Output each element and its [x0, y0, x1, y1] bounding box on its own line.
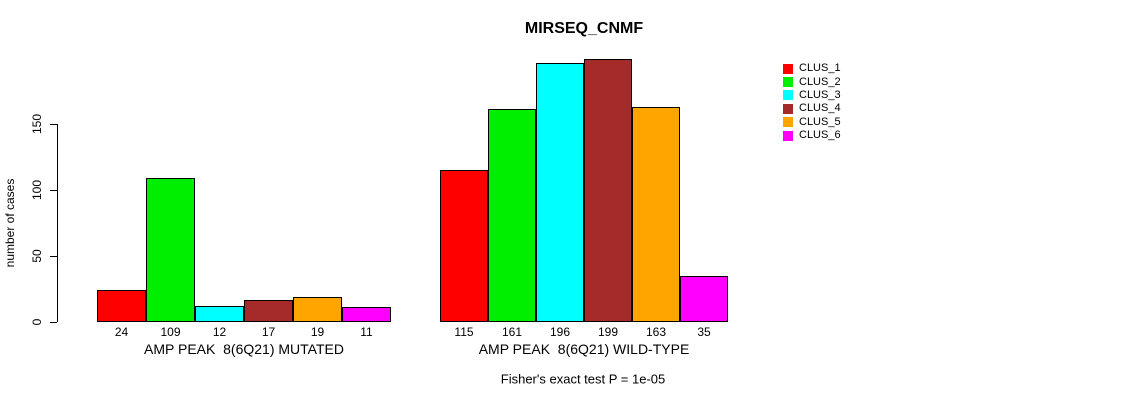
bar-value-label: 161 — [501, 325, 523, 339]
bar — [632, 107, 680, 322]
bar — [244, 300, 293, 322]
legend-label: CLUS_6 — [799, 129, 841, 142]
bar — [195, 306, 244, 322]
y-axis-line — [57, 124, 58, 322]
legend-item: CLUS_1 — [783, 62, 841, 75]
bar-value-label: 17 — [261, 325, 276, 339]
legend-item: CLUS_2 — [783, 75, 841, 88]
bar-value-label: 199 — [597, 325, 619, 339]
y-tick — [50, 322, 57, 323]
bar-value-label: 196 — [549, 325, 571, 339]
bar — [584, 59, 632, 322]
legend-swatch — [783, 90, 793, 101]
chart-title: MIRSEQ_CNMF — [524, 20, 644, 37]
bar — [293, 297, 342, 322]
legend-swatch — [783, 103, 793, 114]
legend-item: CLUS_5 — [783, 116, 841, 129]
y-tick — [50, 190, 57, 191]
legend-label: CLUS_5 — [799, 115, 841, 128]
y-tick-label: 50 — [30, 249, 44, 263]
legend-swatch — [783, 117, 793, 128]
y-tick-label: 0 — [30, 318, 44, 326]
legend-label: CLUS_1 — [799, 62, 841, 75]
bar — [97, 290, 146, 322]
legend-swatch — [783, 63, 793, 74]
bar — [680, 276, 728, 322]
legend-label: CLUS_2 — [799, 75, 841, 88]
bar-value-label: 24 — [114, 325, 129, 339]
y-tick-label: 150 — [30, 113, 44, 135]
legend-label: CLUS_4 — [799, 102, 841, 115]
group-label: AMP PEAK 8(6Q21) MUTATED — [144, 341, 344, 357]
bar-value-label: 163 — [645, 325, 667, 339]
fisher-test-annotation: Fisher's exact test P = 1e-05 — [500, 371, 666, 387]
bar-value-label: 11 — [360, 325, 373, 339]
bar — [488, 109, 536, 322]
group-label: AMP PEAK 8(6Q21) WILD-TYPE — [478, 341, 690, 357]
bar — [146, 178, 195, 322]
legend-swatch — [783, 130, 793, 141]
y-tick — [50, 256, 57, 257]
bar-value-label: 19 — [310, 325, 325, 339]
legend-item: CLUS_4 — [783, 102, 841, 115]
bar-value-label: 115 — [454, 325, 474, 339]
bar-value-label: 12 — [212, 325, 227, 339]
bar-value-label: 35 — [697, 325, 711, 339]
legend-label: CLUS_3 — [799, 88, 841, 101]
bar — [342, 307, 391, 322]
y-axis-title: number of cases — [3, 178, 17, 268]
legend-item: CLUS_6 — [783, 129, 841, 142]
legend: CLUS_1 CLUS_2 CLUS_3 CLUS_4 CLUS_5 CLUS_6 — [783, 62, 841, 142]
legend-item: CLUS_3 — [783, 89, 841, 102]
legend-swatch — [783, 77, 793, 88]
y-tick — [50, 124, 57, 125]
bar — [536, 63, 584, 322]
y-tick-label: 100 — [30, 179, 44, 201]
bar-value-label: 109 — [160, 325, 181, 339]
bar — [440, 170, 488, 322]
